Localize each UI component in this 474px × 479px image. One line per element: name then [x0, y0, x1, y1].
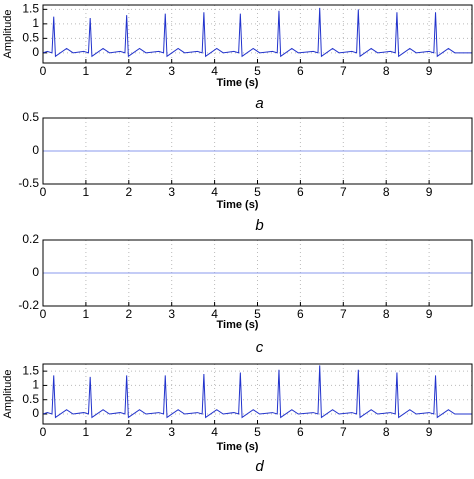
y-tick-label: -0.2 — [18, 298, 39, 312]
y-tick-label: -0.5 — [18, 176, 39, 190]
x-tick-label: 8 — [383, 307, 390, 321]
x-tick-label: 0 — [40, 307, 47, 321]
x-tick-label: 2 — [125, 64, 132, 78]
y-axis-label: Amplitude — [2, 10, 14, 59]
y-tick-label: 1.5 — [22, 363, 39, 377]
signal-line — [42, 365, 472, 419]
x-tick-label: 7 — [340, 64, 347, 78]
x-tick-label: 7 — [340, 425, 347, 439]
x-tick-label: 1 — [83, 425, 90, 439]
x-tick-label: 3 — [168, 425, 175, 439]
axes-box — [42, 4, 473, 64]
x-tick-label: 0 — [40, 64, 47, 78]
signal-line — [42, 7, 472, 58]
axes-box — [42, 239, 473, 307]
x-tick-label: 3 — [168, 185, 175, 199]
x-tick-label: 5 — [254, 64, 261, 78]
x-tick-label: 4 — [211, 307, 218, 321]
x-tick-label: 9 — [426, 307, 433, 321]
x-tick-label: 5 — [254, 425, 261, 439]
x-tick-label: 0 — [40, 425, 47, 439]
x-tick-label: 1 — [83, 185, 90, 199]
x-tick-label: 9 — [426, 425, 433, 439]
y-tick-label: 0.2 — [22, 232, 39, 246]
x-tick-label: 5 — [254, 185, 261, 199]
y-tick-label: 0.5 — [22, 31, 39, 45]
x-tick-label: 2 — [125, 425, 132, 439]
y-tick-label: 0.5 — [22, 110, 39, 124]
x-tick-label: 9 — [426, 185, 433, 199]
plot-area — [43, 364, 472, 424]
x-tick-label: 3 — [168, 64, 175, 78]
x-tick-label: 9 — [426, 64, 433, 78]
x-tick-label: 8 — [383, 425, 390, 439]
x-tick-label: 6 — [297, 425, 304, 439]
x-tick-label: 5 — [254, 307, 261, 321]
x-tick-label: 8 — [383, 64, 390, 78]
y-tick-label: 0 — [32, 265, 39, 279]
x-tick-label: 3 — [168, 307, 175, 321]
x-tick-label: 7 — [340, 185, 347, 199]
x-tick-label: 0 — [40, 185, 47, 199]
y-tick-label: 0.5 — [22, 392, 39, 406]
x-axis-label: Time (s) — [217, 319, 259, 331]
x-tick-label: 7 — [340, 307, 347, 321]
x-tick-label: 4 — [211, 425, 218, 439]
y-tick-label: 1.5 — [22, 2, 39, 16]
x-tick-label: 2 — [125, 307, 132, 321]
y-axis-label: Amplitude — [2, 370, 14, 419]
x-tick-label: 6 — [297, 64, 304, 78]
panel-caption: b — [255, 217, 263, 234]
panel-caption: d — [255, 458, 264, 474]
x-tick-label: 4 — [211, 64, 218, 78]
x-axis-label: Time (s) — [217, 77, 259, 89]
y-tick-label: 1 — [32, 16, 39, 30]
x-tick-label: 1 — [83, 64, 90, 78]
x-tick-label: 6 — [297, 185, 304, 199]
x-tick-label: 4 — [211, 185, 218, 199]
x-tick-label: 2 — [125, 185, 132, 199]
y-tick-label: 0 — [32, 45, 39, 59]
x-tick-label: 8 — [383, 185, 390, 199]
x-tick-label: 6 — [297, 307, 304, 321]
y-tick-label: 0 — [32, 143, 39, 157]
x-axis-label: Time (s) — [217, 199, 259, 211]
panel-caption: a — [255, 95, 263, 112]
y-tick-label: 0 — [32, 406, 39, 420]
panel-caption: c — [256, 339, 264, 356]
y-tick-label: 1 — [32, 378, 39, 392]
x-tick-label: 1 — [83, 307, 90, 321]
axes-box — [42, 363, 473, 425]
x-axis-label: Time (s) — [217, 441, 259, 453]
axes-box — [42, 117, 473, 185]
